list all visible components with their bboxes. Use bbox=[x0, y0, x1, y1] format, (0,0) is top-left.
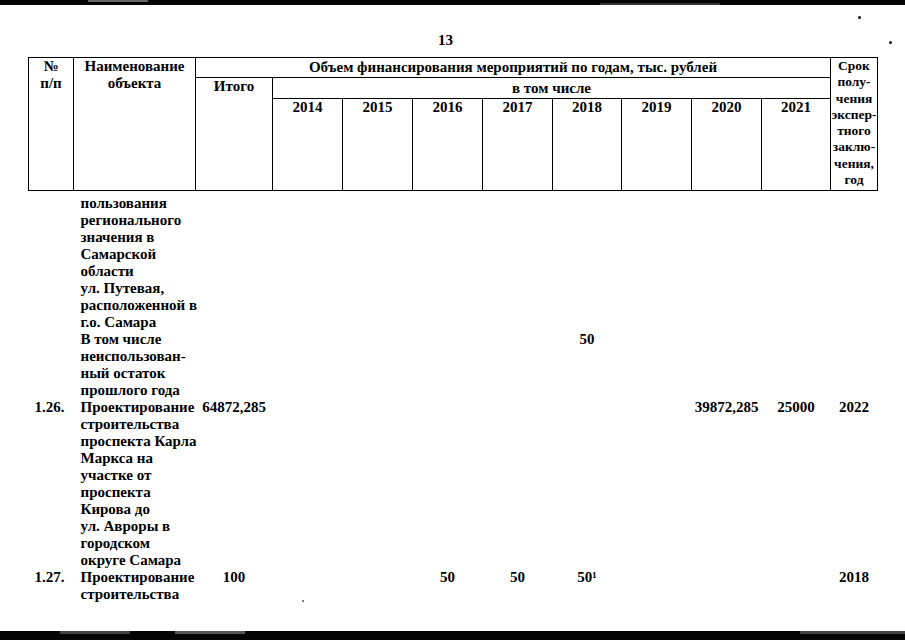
cell-term: 2022 bbox=[831, 399, 878, 569]
cell-2016: 50 bbox=[413, 569, 483, 603]
cell-2014 bbox=[273, 399, 343, 569]
cell-2014 bbox=[273, 331, 343, 399]
cell-object-name: В том числе неиспользован- ный остаток п… bbox=[74, 331, 196, 399]
cell-2014 bbox=[273, 191, 343, 332]
cell-2020 bbox=[692, 331, 762, 399]
cell-2019 bbox=[622, 331, 692, 399]
scan-artifact-segment bbox=[175, 631, 245, 634]
scan-artifact-segment bbox=[88, 0, 148, 2]
cell-term: 2018 bbox=[831, 569, 878, 603]
table-row-1-27: 1.27. Проектирование строительства 100 5… bbox=[29, 569, 878, 603]
header-year-2015: 2015 bbox=[343, 99, 413, 191]
header-total: Итого bbox=[196, 78, 273, 191]
scan-artifact-segment bbox=[800, 631, 905, 634]
cell-2015 bbox=[343, 399, 413, 569]
cell-row-number: 1.27. bbox=[29, 569, 74, 603]
cell-2016 bbox=[413, 399, 483, 569]
cell-2021 bbox=[762, 569, 831, 603]
financing-table: № п/п Наименование объекта Объем финанси… bbox=[28, 57, 878, 603]
scan-artifact-bottom-bar bbox=[0, 631, 905, 640]
header-year-2020: 2020 bbox=[692, 99, 762, 191]
cell-2018: 50¹ bbox=[553, 569, 622, 603]
cell-2019 bbox=[622, 191, 692, 332]
cell-row-number: 1.26. bbox=[29, 399, 74, 569]
cell-2016 bbox=[413, 331, 483, 399]
cell-2018: 50 bbox=[553, 331, 622, 399]
table-row-continuation: пользования регионального значения в Сам… bbox=[29, 191, 878, 332]
table-row-1-26: 1.26. Проектирование строительства просп… bbox=[29, 399, 878, 569]
cell-2015 bbox=[343, 569, 413, 603]
cell-object-name: Проектирование строительства bbox=[74, 569, 196, 603]
header-financing-volume: Объем финансирования мероприятий по года… bbox=[196, 58, 831, 78]
table-header: № п/п Наименование объекта Объем финанси… bbox=[29, 58, 878, 191]
cell-2016 bbox=[413, 191, 483, 332]
cell-2020 bbox=[692, 191, 762, 332]
cell-2018 bbox=[553, 399, 622, 569]
header-year-2021: 2021 bbox=[762, 99, 831, 191]
cell-2017 bbox=[483, 399, 553, 569]
cell-total bbox=[196, 191, 273, 332]
header-num: № п/п bbox=[29, 58, 74, 191]
cell-object-name: Проектирование строительства проспекта К… bbox=[74, 399, 196, 569]
cell-2021 bbox=[762, 331, 831, 399]
cell-2021 bbox=[762, 191, 831, 332]
cell-2019 bbox=[622, 399, 692, 569]
cell-2018 bbox=[553, 191, 622, 332]
cell-2017 bbox=[483, 331, 553, 399]
header-year-2019: 2019 bbox=[622, 99, 692, 191]
cell-2015 bbox=[343, 191, 413, 332]
cell-2020: 39872,285 bbox=[692, 399, 762, 569]
cell-2015 bbox=[343, 331, 413, 399]
scan-artifact-top-bar bbox=[0, 0, 905, 5]
cell-total: 100 bbox=[196, 569, 273, 603]
cell-row-number bbox=[29, 331, 74, 399]
header-year-2016: 2016 bbox=[413, 99, 483, 191]
cell-object-name: пользования регионального значения в Сам… bbox=[74, 191, 196, 332]
cell-row-number bbox=[29, 191, 74, 332]
page-number: 13 bbox=[438, 32, 453, 49]
cell-2014 bbox=[273, 569, 343, 603]
cell-2017 bbox=[483, 191, 553, 332]
header-row-1: № п/п Наименование объекта Объем финанси… bbox=[29, 58, 878, 78]
scanned-document-page: 13 № п/п Наименование объекта Объем фина… bbox=[0, 0, 905, 640]
header-year-2018: 2018 bbox=[553, 99, 622, 191]
cell-2021: 25000 bbox=[762, 399, 831, 569]
header-expert-term: Срок полу- чения экспер- тного заклю- че… bbox=[831, 58, 878, 191]
table-body: пользования регионального значения в Сам… bbox=[29, 191, 878, 604]
scan-artifact-segment bbox=[60, 631, 130, 634]
scan-artifact-segment bbox=[600, 3, 720, 5]
scan-speck bbox=[889, 41, 892, 44]
cell-total bbox=[196, 331, 273, 399]
table-row-unused-balance: В том числе неиспользован- ный остаток п… bbox=[29, 331, 878, 399]
header-including: в том числе bbox=[273, 78, 831, 99]
header-year-2014: 2014 bbox=[273, 99, 343, 191]
cell-2020 bbox=[692, 569, 762, 603]
scan-speck bbox=[858, 16, 861, 19]
cell-2019 bbox=[622, 569, 692, 603]
cell-total: 64872,285 bbox=[196, 399, 273, 569]
cell-term bbox=[831, 191, 878, 332]
cell-2017: 50 bbox=[483, 569, 553, 603]
header-year-2017: 2017 bbox=[483, 99, 553, 191]
cell-term bbox=[831, 331, 878, 399]
header-object-name: Наименование объекта bbox=[74, 58, 196, 191]
